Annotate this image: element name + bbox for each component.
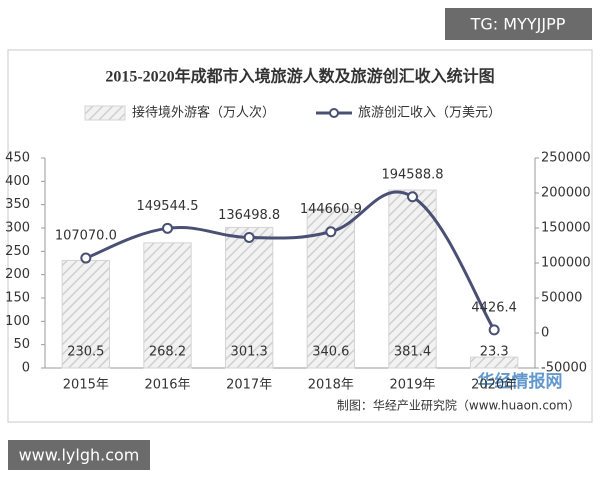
x-tick-label: 2019年 <box>389 378 435 393</box>
y-tick-label: 300 <box>5 221 30 236</box>
chart-title: 2015-2020年成都市入境旅游人数及旅游创汇收入统计图 <box>105 67 494 86</box>
bar-label: 230.5 <box>67 345 104 360</box>
x-tick-label: 2015年 <box>63 378 109 393</box>
watermark: www.lylgh.com <box>19 446 140 465</box>
bar-label: 340.6 <box>312 345 349 360</box>
x-tick-label: 2017年 <box>226 378 272 393</box>
y-tick-label: 450 <box>5 151 30 166</box>
legend-label: 旅游创汇收入（万美元） <box>358 106 501 121</box>
logo: 华经情报网 <box>478 371 563 392</box>
y-tick-label: 350 <box>5 197 30 212</box>
line-marker <box>80 252 92 264</box>
line-marker <box>162 222 173 234</box>
y2-tick-label: 200000 <box>541 186 591 201</box>
line-label: 4426.4 <box>471 300 517 315</box>
y2-tick-label: 250000 <box>541 151 591 166</box>
line-label: 149544.5 <box>136 199 198 214</box>
line-label: 144660.9 <box>300 202 362 217</box>
bar-label: 301.3 <box>231 345 268 360</box>
y-tick-label: 0 <box>22 361 30 376</box>
bar <box>388 189 437 369</box>
line-label: 107070.0 <box>55 229 117 244</box>
line-marker <box>243 231 255 243</box>
legend-swatch <box>329 108 339 118</box>
y2-tick-label: -50000 <box>541 361 587 376</box>
y-tick-label: 100 <box>5 314 30 329</box>
legend-swatch <box>84 105 126 121</box>
bar <box>224 226 274 369</box>
line-marker <box>488 324 500 336</box>
line-marker <box>325 226 337 238</box>
y-tick-label: 400 <box>5 174 30 189</box>
x-tick-label: 2018年 <box>308 378 354 393</box>
source: 制图：华经产业研究院（www.huaon.com） <box>337 398 580 413</box>
bar <box>61 259 111 369</box>
bar <box>469 356 519 369</box>
bar-label: 381.4 <box>394 345 431 360</box>
x-tick-label: 2020年 <box>471 378 517 393</box>
legend-label: 接待境外游客（万人次） <box>132 105 275 121</box>
y-tick-label: 200 <box>5 267 30 282</box>
y-tick-label: 150 <box>5 291 30 306</box>
y-tick-label: 50 <box>13 337 30 352</box>
y-tick-label: 250 <box>5 244 30 259</box>
y2-tick-label: 150000 <box>541 221 591 236</box>
watermark-box <box>445 8 592 40</box>
y2-tick-label: 100000 <box>541 256 591 271</box>
watermark-box <box>8 440 150 470</box>
line-marker <box>407 191 418 203</box>
line-label: 194588.8 <box>381 167 443 182</box>
line-label: 136498.8 <box>218 208 280 223</box>
y2-tick-label: 0 <box>541 326 549 341</box>
x-tick-label: 2016年 <box>144 378 190 393</box>
bar-label: 23.3 <box>480 345 509 360</box>
watermark: TG: MYYJJPP <box>470 15 566 34</box>
bar-label: 268.2 <box>149 345 186 360</box>
y2-tick-label: 50000 <box>541 291 582 306</box>
bar <box>143 242 192 369</box>
